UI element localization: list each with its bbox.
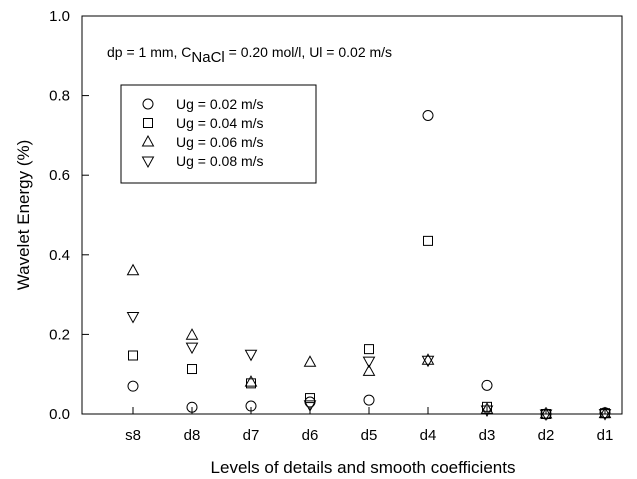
legend-label: Ug = 0.08 m/s	[176, 153, 264, 169]
data-point	[481, 379, 493, 391]
legend-marker	[141, 156, 155, 169]
data-point	[364, 344, 374, 355]
legend: Ug = 0.02 m/s Ug = 0.04 m/s Ug = 0.06 m/s U…	[120, 84, 317, 184]
x-tick-label: d7	[243, 427, 260, 444]
y-axis-title: Wavelet Energy (%)	[14, 140, 33, 291]
data-point	[421, 355, 435, 368]
legend-marker	[143, 118, 153, 128]
data-point	[244, 349, 258, 362]
data-point	[362, 364, 376, 376]
data-point	[480, 405, 494, 418]
y-axis-ticks: 0.0 0.2 0.4 0.6 0.8 1.0	[49, 8, 89, 423]
legend-label: Ug = 0.02 m/s	[176, 96, 264, 112]
legend-label: Ug = 0.04 m/s	[176, 115, 264, 131]
data-point	[187, 364, 197, 375]
x-tick-label: d8	[184, 427, 201, 444]
y-tick-label: 0.4	[49, 247, 70, 264]
data-point	[539, 406, 553, 419]
series-2	[128, 235, 610, 419]
data-point	[423, 235, 433, 246]
y-tick-label: 0.0	[49, 406, 70, 423]
x-tick-label: d6	[302, 427, 319, 444]
data-points	[126, 110, 612, 422]
x-tick-label: d3	[479, 427, 496, 444]
x-axis-ticks: s8 d8 d7 d6 d5 d4 d3 d2 d1	[125, 407, 613, 444]
y-tick-label: 0.6	[49, 167, 70, 184]
data-point	[303, 400, 317, 412]
legend-marker	[141, 134, 155, 147]
legend-marker	[142, 98, 154, 110]
data-point	[245, 400, 257, 412]
legend-label: Ug = 0.06 m/s	[176, 134, 264, 150]
x-tick-label: d1	[597, 427, 614, 444]
y-tick-label: 0.8	[49, 88, 70, 105]
data-point	[539, 409, 553, 422]
y-tick-label: 0.2	[49, 326, 70, 343]
series-4	[126, 311, 612, 422]
data-point	[421, 353, 435, 365]
data-point	[480, 402, 494, 414]
data-point	[186, 401, 198, 413]
data-point	[126, 311, 140, 324]
chart-annotation: dp = 1 mm, CNaCl = 0.20 mol/l, Ul = 0.02…	[107, 44, 392, 66]
data-point	[185, 342, 199, 355]
x-tick-label: d5	[361, 427, 378, 444]
data-point	[598, 409, 612, 421]
data-point	[128, 350, 138, 361]
data-point	[305, 393, 315, 404]
data-point	[304, 396, 316, 408]
x-tick-label: d4	[420, 427, 437, 444]
x-axis-title: Levels of details and smooth coefficient…	[211, 458, 516, 477]
plot-area-border	[81, 15, 623, 415]
data-point	[422, 110, 434, 121]
series-3	[126, 263, 612, 419]
data-point	[598, 406, 612, 419]
data-point	[303, 355, 317, 367]
legend-box	[120, 84, 317, 184]
plot-frame	[81, 15, 623, 415]
data-point	[363, 394, 375, 406]
y-tick-label: 1.0	[49, 8, 70, 25]
data-point	[127, 380, 139, 392]
data-point	[185, 328, 199, 340]
data-point	[362, 356, 376, 369]
data-point	[244, 375, 258, 387]
x-tick-label: d2	[538, 427, 555, 444]
data-point	[126, 263, 140, 276]
x-tick-label: s8	[125, 427, 141, 444]
